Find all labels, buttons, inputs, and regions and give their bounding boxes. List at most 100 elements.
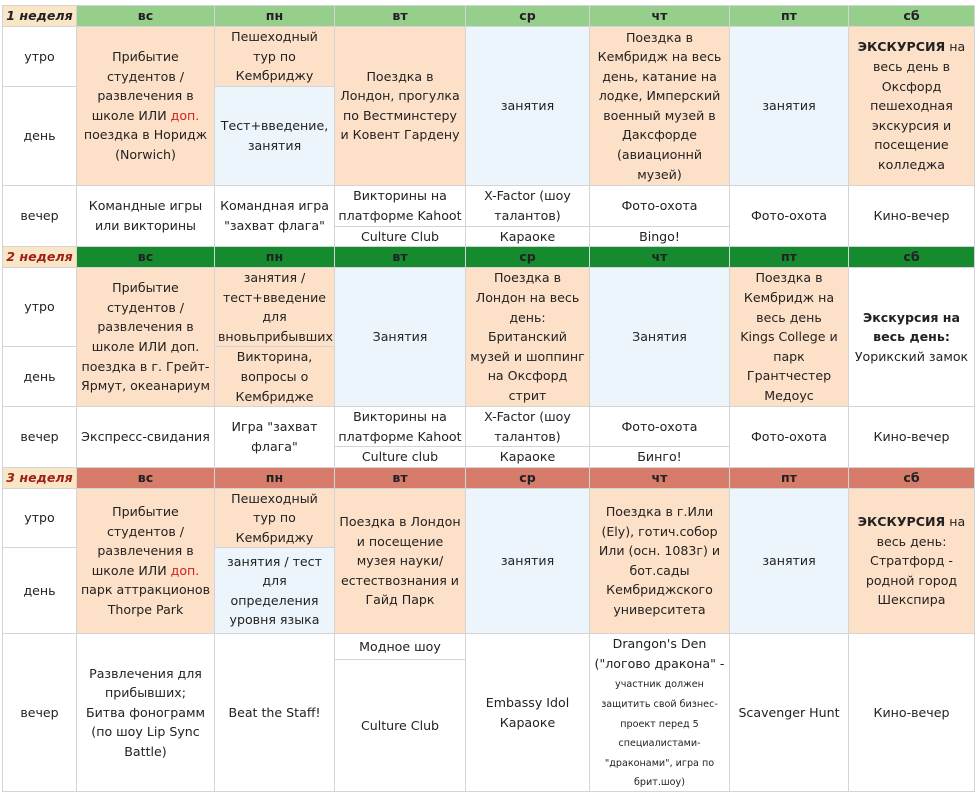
activity-note: участник должен защитить свой бизнес-про… bbox=[601, 679, 718, 789]
slot-label-morning: утро bbox=[2, 487, 77, 549]
week-2-evening-row: вечер Экспресс-свидания Игра "захват фла… bbox=[2, 406, 975, 468]
day-header-thu: чт bbox=[589, 246, 730, 268]
week-2-fri-activity: Поездка в Кембридж на весь день Kings Col… bbox=[729, 266, 849, 408]
activity-text: Embassy Idol bbox=[485, 695, 570, 711]
week-1-thu-evening-2: Bingo! bbox=[589, 225, 730, 248]
week-1-evening-row: вечер Командные игры или викторины Коман… bbox=[2, 184, 975, 248]
week-2-sat-activity: Экскурсия на весь день: Уорикский замок bbox=[848, 266, 975, 408]
activity-text: Уорикский замок bbox=[854, 348, 969, 364]
slot-label-morning: утро bbox=[2, 26, 77, 87]
week-2-fri-evening: Фото-охота bbox=[729, 406, 849, 468]
week-3-tue-evening-1: Модное шоу bbox=[334, 633, 466, 661]
week-1-tue-activity: Поездка в Лондон, прогулка по Вестминсте… bbox=[334, 26, 466, 186]
day-header-wed: ср bbox=[465, 466, 590, 489]
week-2-tue-activity: Занятия bbox=[334, 266, 466, 408]
slot-label-evening: вечер bbox=[2, 406, 77, 468]
activity-text: поездка в Норидж (Norwich) bbox=[83, 127, 208, 163]
day-header-thu: чт bbox=[589, 466, 730, 489]
week-2-thu-activity: Занятия bbox=[589, 266, 730, 408]
week-2-evening-row-2: Culture club Караоке Бинго! bbox=[3, 446, 975, 468]
week-1-morning-row: утро Прибытие студентов / развлечения в … bbox=[2, 26, 975, 186]
week-1-sat-activity: ЭКСКУРСИЯ на весь день в Оксфорд пешеход… bbox=[848, 26, 975, 186]
week-2-sun-evening: Экспресс-свидания bbox=[76, 406, 215, 468]
week-1-sun-evening: Командные игры или викторины bbox=[76, 184, 215, 248]
week-1-wed-evening-1: X-Factor (шоу талантов) bbox=[465, 184, 590, 227]
week-2-tue-evening-2: Culture club bbox=[334, 446, 466, 468]
day-header-mon: пн bbox=[214, 466, 335, 489]
week-3-tue-activity: Поездка в Лондон и посещение музея науки… bbox=[334, 487, 466, 635]
activity-text: парк аттракционов Thorpe Park bbox=[80, 582, 211, 618]
day-header-sat: сб bbox=[848, 466, 975, 489]
week-1-day-row: день Тест+введение, занятия bbox=[2, 85, 975, 186]
slot-label-day: день bbox=[2, 85, 77, 186]
week-1-sat-evening: Кино-вечер bbox=[848, 184, 975, 248]
day-header-mon: пн bbox=[214, 246, 335, 268]
week-3-day-row: день занятия / тест для определения уров… bbox=[2, 547, 975, 635]
week-3-thu-activity: Поездка в г.Или (Ely), готич.собор Или (… bbox=[589, 487, 730, 635]
schedule: 1 неделя вс пн вт ср чт пт сб утро Прибы… bbox=[2, 5, 975, 792]
activity-text: Kings College и парк Грантчестер Медоус bbox=[740, 329, 838, 404]
activity-text: Поездка в Кембридж на весь день bbox=[743, 270, 835, 325]
week-3-wed-evening: Embassy Idol Караоке bbox=[465, 633, 590, 792]
activity-text: на весь день в Оксфорд пешеходная экскур… bbox=[870, 39, 966, 172]
excursion-label: ЭКСКУРСИЯ bbox=[857, 39, 946, 55]
week-1-header-row: 1 неделя вс пн вт ср чт пт сб bbox=[2, 5, 975, 27]
week-2-thu-evening-2: Бинго! bbox=[589, 446, 730, 468]
excursion-label: ЭКСКУРСИЯ bbox=[857, 513, 946, 529]
week-1-mon-morning: Пешеходный тур по Кембриджу bbox=[214, 26, 335, 87]
week-1-tue-evening-1: Викторины на платформе Kahoot bbox=[334, 184, 466, 227]
week-3-sun-evening: Развлечения для прибывших; Битва фонограм… bbox=[76, 633, 215, 792]
week-1-fri-evening: Фото-охота bbox=[729, 184, 849, 248]
week-3-sat-activity: ЭКСКУРСИЯ на весь день: Стратфорд - родн… bbox=[848, 487, 975, 635]
week-3-mon-morning: Пешеходный тур по Кембриджу bbox=[214, 487, 335, 549]
activity-text: на весь день: Стратфорд - родной город Ш… bbox=[865, 513, 966, 608]
schedule-table: 1 неделя вс пн вт ср чт пт сб утро Прибы… bbox=[2, 5, 975, 792]
week-2-sun-activity: Прибытие студентов / развлечения в школе… bbox=[76, 266, 215, 408]
day-header-thu: чт bbox=[589, 5, 730, 27]
day-header-sun: вс bbox=[76, 246, 215, 268]
activity-text: Битва фонограмм (по шоу Lip Sync Battle) bbox=[85, 704, 206, 760]
day-header-fri: пт bbox=[729, 246, 849, 268]
week-2-morning-row: утро Прибытие студентов / развлечения в … bbox=[2, 266, 975, 408]
week-2-tue-evening-1: Викторины на платформе Kahoot bbox=[334, 406, 466, 448]
slot-label-day: день bbox=[2, 346, 77, 408]
week-2-sat-evening: Кино-вечер bbox=[848, 406, 975, 468]
day-header-fri: пт bbox=[729, 466, 849, 489]
week-3-sun-activity: Прибытие студентов / развлечения в школе… bbox=[76, 487, 215, 635]
week-3-tue-evening-2: Culture Club bbox=[334, 659, 466, 792]
activity-text: Развлечения для прибывших; bbox=[89, 665, 202, 701]
week-3-wed-activity: занятия bbox=[465, 487, 590, 635]
activity-text: Прибытие студентов / развлечения в школе… bbox=[91, 504, 194, 578]
week-1-mon-day: Тест+введение, занятия bbox=[214, 85, 335, 186]
week-3-fri-evening: Scavenger Hunt bbox=[729, 633, 849, 792]
week-2-header-row: 2 неделя вс пн вт ср чт пт сб bbox=[2, 246, 975, 268]
slot-label-day: день bbox=[2, 547, 77, 635]
slot-label-evening: вечер bbox=[2, 184, 77, 248]
day-header-fri: пт bbox=[729, 5, 849, 27]
day-header-wed: ср bbox=[465, 246, 590, 268]
activity-text: Прибытие студентов / развлечения в школе… bbox=[91, 49, 194, 123]
week-3-fri-activity: занятия bbox=[729, 487, 849, 635]
week-3-thu-evening: Drangon's Den ("логово дракона" - участни… bbox=[589, 633, 730, 792]
week-1-wed-activity: занятия bbox=[465, 26, 590, 186]
week-1-fri-activity: занятия bbox=[729, 26, 849, 186]
week-2-wed-activity: Поездка в Лондон на весь день: Британски… bbox=[465, 266, 590, 408]
week-2-wed-evening-2: Караоке bbox=[465, 446, 590, 468]
optional-marker: доп. bbox=[170, 107, 200, 123]
day-header-wed: ср bbox=[465, 5, 590, 27]
optional-marker: доп. bbox=[170, 562, 200, 578]
day-header-mon: пн bbox=[214, 5, 335, 27]
week-2-mon-morning: занятия / тест+введение для вновьприбывш… bbox=[214, 266, 335, 348]
week-1-sun-activity: Прибытие студентов / развлечения в школе… bbox=[76, 26, 215, 186]
activity-text: Drangon's Den ("логово дракона" - bbox=[594, 636, 725, 671]
week-3-header-row: 3 неделя вс пн вт ср чт пт сб bbox=[2, 466, 975, 489]
slot-label-morning: утро bbox=[2, 266, 77, 348]
week-label: 1 неделя bbox=[2, 5, 77, 27]
week-1-mon-evening: Командная игра "захват флага" bbox=[214, 184, 335, 248]
week-3-mon-evening: Beat the Staff! bbox=[214, 633, 335, 792]
day-header-tue: вт bbox=[334, 466, 466, 489]
week-3-mon-day: занятия / тест для определения уровня яз… bbox=[214, 547, 335, 635]
day-header-sun: вс bbox=[76, 5, 215, 27]
week-1-thu-evening-1: Фото-охота bbox=[589, 184, 730, 227]
week-3-sat-evening: Кино-вечер bbox=[848, 633, 975, 792]
